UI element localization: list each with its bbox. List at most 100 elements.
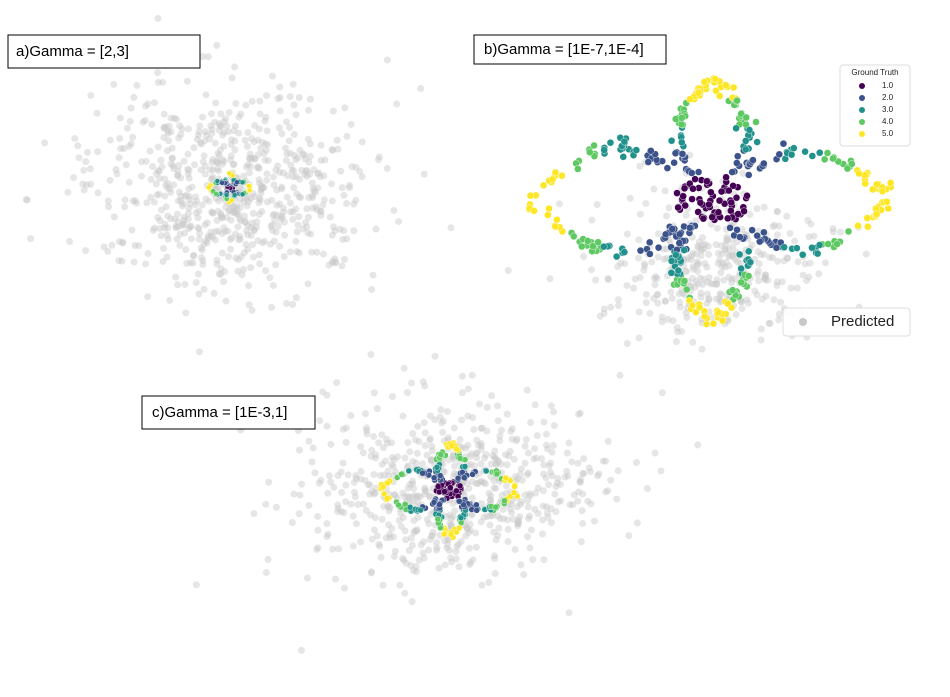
point <box>337 468 345 476</box>
point <box>286 149 294 157</box>
point <box>262 500 270 508</box>
point <box>187 259 195 267</box>
point <box>532 454 540 462</box>
point <box>253 218 261 226</box>
point <box>604 274 612 282</box>
point <box>546 468 554 476</box>
point <box>154 14 162 22</box>
point <box>617 259 625 267</box>
point <box>630 284 638 292</box>
point <box>467 450 475 458</box>
point <box>248 135 256 143</box>
point <box>590 517 598 525</box>
point <box>261 117 269 125</box>
point <box>543 441 551 449</box>
point <box>139 118 147 126</box>
point <box>116 114 124 122</box>
point <box>686 95 694 103</box>
point <box>746 258 755 266</box>
point <box>222 297 230 305</box>
point <box>764 276 772 284</box>
point <box>203 239 211 247</box>
point <box>178 202 186 210</box>
point <box>685 254 693 262</box>
point <box>232 100 240 108</box>
point <box>446 511 454 519</box>
point <box>473 436 481 444</box>
point <box>673 189 681 197</box>
point <box>285 137 293 145</box>
point <box>472 543 480 551</box>
point <box>253 223 261 231</box>
point <box>714 259 722 267</box>
point <box>636 274 644 282</box>
point <box>675 290 683 298</box>
point <box>478 424 486 432</box>
point <box>806 259 814 267</box>
point <box>317 156 325 164</box>
point <box>174 197 182 205</box>
point <box>434 515 442 523</box>
point <box>357 538 365 546</box>
point <box>227 156 235 164</box>
point <box>154 167 162 175</box>
point <box>372 451 380 459</box>
point <box>451 462 459 470</box>
point <box>306 95 314 103</box>
point <box>661 230 670 239</box>
point <box>131 241 139 249</box>
point <box>339 425 347 433</box>
point <box>239 191 246 198</box>
point <box>269 173 277 181</box>
point <box>687 252 695 260</box>
point <box>561 473 569 481</box>
point <box>780 243 788 251</box>
point <box>361 476 369 484</box>
point <box>462 444 470 452</box>
point <box>521 459 529 467</box>
point <box>448 515 456 523</box>
point <box>854 222 862 230</box>
point <box>477 518 485 526</box>
point <box>602 488 610 496</box>
point <box>757 336 765 344</box>
point <box>295 510 303 518</box>
point <box>413 527 421 535</box>
point <box>771 221 779 229</box>
point <box>206 184 212 191</box>
point <box>392 468 400 476</box>
point <box>268 303 276 311</box>
point <box>217 265 225 273</box>
point <box>423 451 431 459</box>
point <box>189 259 197 267</box>
point <box>715 295 723 303</box>
point <box>200 285 208 293</box>
point <box>316 207 324 215</box>
point <box>672 115 680 123</box>
point <box>192 581 200 589</box>
panel-label: a)Gamma = [2,3] <box>16 43 129 60</box>
point <box>186 196 194 204</box>
point <box>179 200 187 208</box>
point <box>716 92 724 100</box>
point <box>726 251 734 259</box>
point <box>328 259 336 267</box>
point <box>257 189 265 197</box>
point <box>723 235 731 243</box>
point <box>181 280 189 288</box>
point <box>466 520 474 528</box>
point <box>118 238 126 246</box>
point <box>289 216 297 224</box>
point <box>256 179 264 187</box>
point <box>199 113 207 121</box>
point <box>744 299 752 307</box>
point <box>464 525 472 533</box>
point <box>262 569 270 577</box>
point <box>412 568 420 576</box>
point <box>460 501 467 508</box>
point <box>417 84 425 92</box>
point <box>378 431 386 439</box>
point <box>141 116 149 124</box>
point <box>211 118 219 126</box>
point <box>75 154 83 162</box>
